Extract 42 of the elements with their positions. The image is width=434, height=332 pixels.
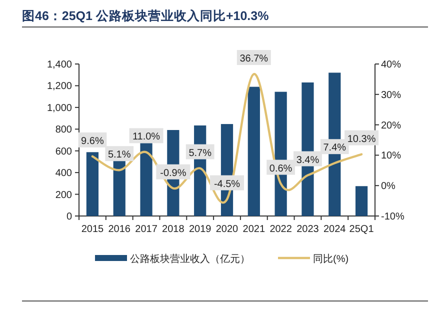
data-label: 3.4% — [296, 154, 320, 166]
data-label: -0.9% — [160, 168, 186, 179]
y-tick-label: 200 — [55, 190, 72, 201]
y2-tick-label: 10% — [381, 150, 402, 162]
y-tick-label: 1,000 — [46, 102, 72, 114]
data-label: 11.0% — [132, 132, 160, 143]
x-tick-label: 2018 — [162, 224, 185, 235]
y-tick-label: 600 — [55, 146, 72, 158]
data-label: 7.4% — [323, 142, 346, 154]
x-tick-label: 2019 — [188, 224, 212, 235]
y2-tick-label: 0% — [381, 181, 396, 192]
bar — [86, 152, 99, 216]
y2-tick-label: 20% — [381, 120, 402, 132]
y-tick-label: 0 — [66, 212, 72, 222]
x-tick-label: 2022 — [270, 224, 292, 235]
data-label: -4.5% — [214, 178, 240, 190]
legend-label: 公路板块营业收入（亿元） — [130, 253, 250, 265]
x-tick-label: 2020 — [216, 224, 239, 235]
bar — [355, 186, 368, 216]
x-tick-label: 2021 — [242, 224, 266, 235]
x-tick-label: 2023 — [296, 224, 320, 235]
x-tick-label: 2016 — [108, 224, 131, 235]
x-tick-label: 2015 — [81, 224, 104, 235]
x-tick-label: 2024 — [324, 224, 346, 235]
data-label: 0.6% — [269, 163, 292, 174]
x-tick-label: 2017 — [135, 224, 158, 235]
x-tick-label: 25Q1 — [349, 224, 374, 235]
y2-tick-label: -10% — [381, 212, 404, 222]
data-label: 5.7% — [188, 148, 212, 159]
data-label: 36.7% — [240, 54, 268, 65]
chart-title: 图46：25Q1 公路板块营业收入同比+10.3% — [22, 8, 269, 23]
data-label: 5.1% — [108, 150, 131, 161]
bar — [248, 86, 260, 216]
y-tick-label: 1,200 — [46, 81, 72, 92]
y-tick-label: 400 — [55, 168, 72, 180]
y-tick-label: 1,400 — [46, 60, 72, 70]
y-tick-label: 800 — [55, 124, 72, 136]
data-label: 9.6% — [81, 136, 104, 147]
data-label: 10.3% — [347, 134, 376, 145]
legend-label: 同比(%) — [313, 253, 349, 265]
y2-tick-label: 40% — [381, 60, 402, 70]
y2-tick-label: 30% — [381, 90, 402, 101]
